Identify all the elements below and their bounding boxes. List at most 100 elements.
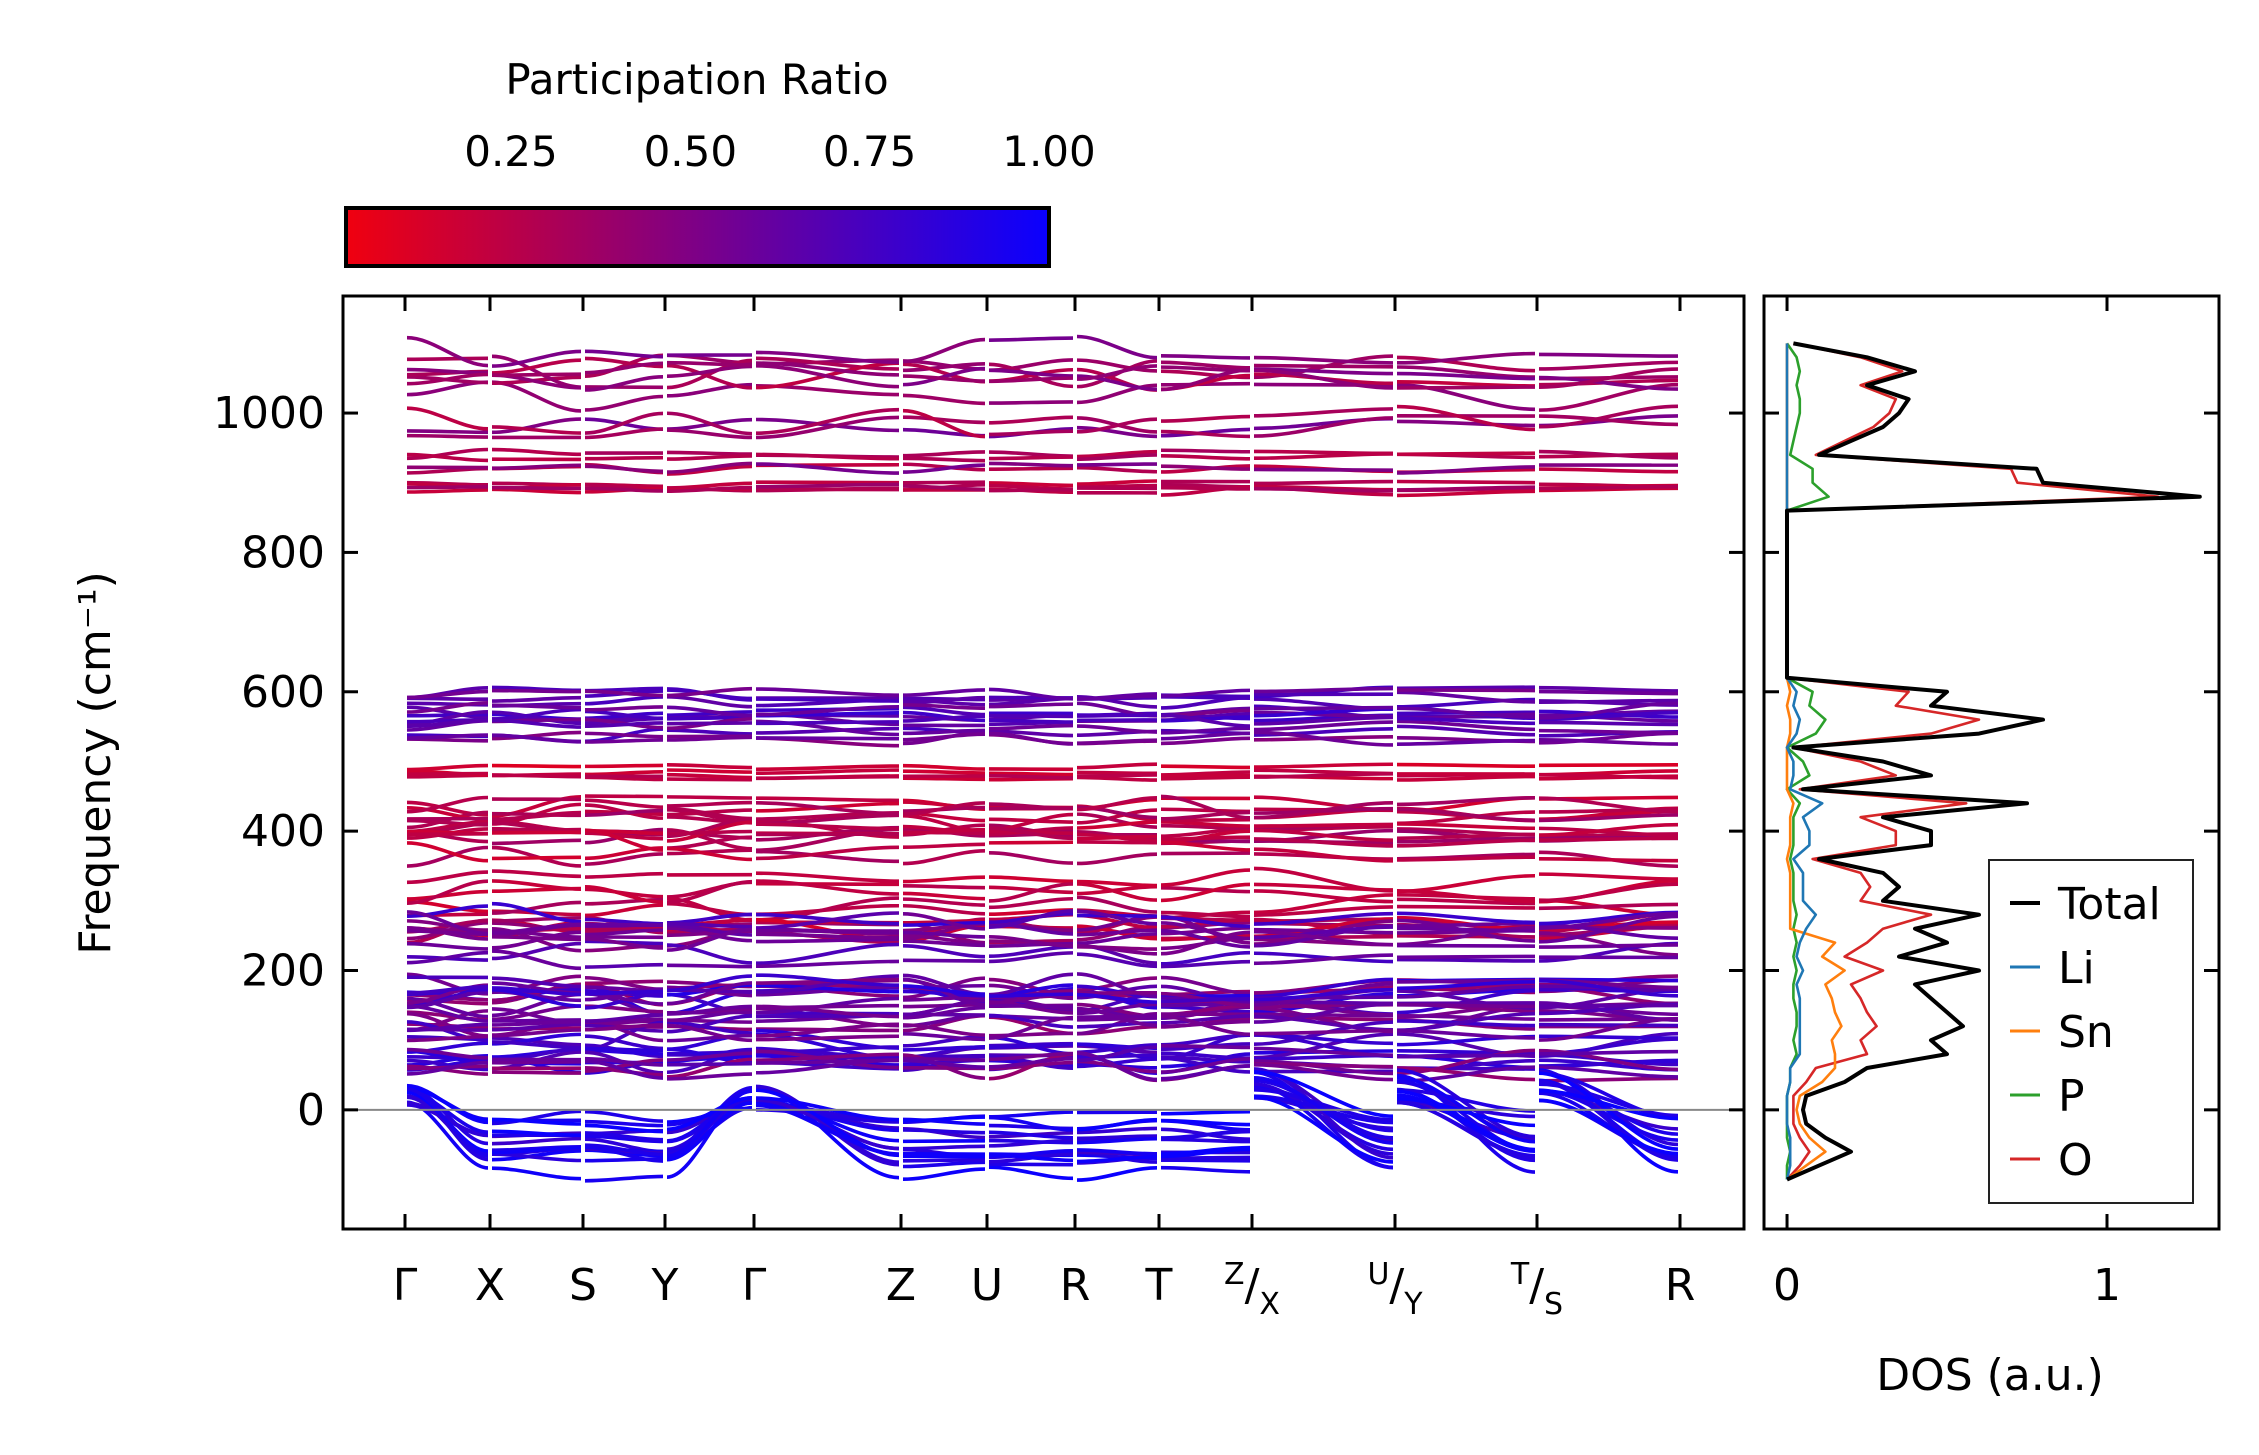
phonon-band-segment <box>902 362 986 373</box>
phonon-band-segment <box>755 480 900 485</box>
phonon-band-segment <box>1160 915 1251 929</box>
phonon-band-segment <box>406 689 489 700</box>
phonon-band-segment <box>666 777 753 782</box>
phonon-band-segment <box>406 1064 489 1076</box>
phonon-band-segment <box>584 1023 664 1032</box>
phonon-band-segment <box>491 1028 582 1038</box>
phonon-band-segment <box>755 942 900 966</box>
phonon-band-segment <box>1396 719 1536 732</box>
phonon-band-segment <box>491 1166 582 1181</box>
phonon-band-segment <box>1396 1003 1536 1009</box>
phonon-band-segment <box>755 845 900 861</box>
phonon-band-segment <box>491 949 582 971</box>
phonon-band-segment <box>1253 837 1394 848</box>
phonon-band-segment <box>988 729 1074 738</box>
phonon-band-segment <box>1253 911 1394 926</box>
phonon-band-segment <box>902 776 986 782</box>
phonon-band-segment <box>1538 1016 1679 1042</box>
phonon-band-segment <box>902 769 986 775</box>
phonon-band-segment <box>1253 407 1394 418</box>
phonon-band-segment <box>491 811 582 822</box>
phonon-band-segment <box>666 974 753 993</box>
dos-line-o <box>1785 342 2160 1181</box>
phonon-band-segment <box>902 415 986 425</box>
phonon-band-segment <box>755 796 900 803</box>
phonon-band-segment <box>1253 452 1394 461</box>
phonon-band-segment <box>1076 453 1158 462</box>
colorbar-tick-label: 0.25 <box>464 127 558 176</box>
phonon-band-segment <box>902 939 986 948</box>
phonon-band-segment <box>666 464 753 476</box>
phonon-band-segment <box>1076 808 1158 825</box>
phonon-band-segment <box>1160 688 1251 698</box>
phonon-band-segment <box>1396 485 1536 492</box>
phonon-band-segment <box>584 846 664 861</box>
phonon-band-segment <box>988 723 1074 731</box>
phonon-band-segment <box>666 411 753 436</box>
phonon-band-segment <box>755 932 900 940</box>
phonon-band-segment <box>406 718 489 729</box>
phonon-band-segment <box>666 363 753 390</box>
phonon-band-segment <box>406 984 489 995</box>
x-tick-label: U/Y <box>1367 1257 1423 1322</box>
phonon-band-segment <box>1253 1059 1394 1076</box>
y-tick-label: 600 <box>241 667 325 718</box>
phonon-band-segment <box>988 896 1074 910</box>
phonon-band-segment <box>1253 382 1394 388</box>
phonon-band-segment <box>491 916 582 923</box>
phonon-band-segment <box>988 1013 1074 1029</box>
phonon-band-segment <box>1160 1014 1251 1025</box>
phonon-band-segment <box>1160 1109 1251 1116</box>
phonon-band-segment <box>1076 1136 1158 1145</box>
phonon-band-segment <box>406 831 489 837</box>
phonon-band-segment <box>902 703 986 710</box>
phonon-band-segment <box>902 1128 986 1135</box>
phonon-band-segment <box>1396 855 1536 862</box>
phonon-band-segment <box>755 1004 900 1019</box>
phonon-band-segment <box>1396 385 1536 390</box>
phonon-band-segment <box>902 728 986 736</box>
phonon-band-segment <box>491 1136 582 1146</box>
phonon-band-segment <box>584 1143 664 1157</box>
phonon-band-segment <box>755 881 900 887</box>
phonon-band-segment <box>1253 355 1394 365</box>
phonon-band-segment <box>584 738 664 744</box>
phonon-band-segment <box>584 427 664 440</box>
phonon-band-segment <box>988 718 1074 724</box>
phonon-band-segment <box>1538 698 1679 704</box>
phonon-band-segment <box>1160 381 1251 387</box>
phonon-band-segment <box>902 1058 986 1069</box>
dos-line-li <box>1785 343 1824 1180</box>
dos-line-total <box>1785 341 2202 1182</box>
phonon-band-segment <box>666 364 753 378</box>
phonon-band-segment <box>1396 1100 1536 1160</box>
phonon-band-segment <box>491 830 582 835</box>
phonon-band-segment <box>406 429 489 435</box>
phonon-band-segment <box>491 986 582 997</box>
phonon-band-segment <box>902 891 986 901</box>
phonon-band-segment <box>755 720 900 726</box>
phonon-band-segment <box>902 977 986 1007</box>
phonon-band-segment <box>755 984 900 997</box>
phonon-band-segment <box>1396 716 1536 726</box>
phonon-band-segment <box>666 762 753 770</box>
phonon-band-segment <box>406 845 489 868</box>
phonon-band-segment <box>1160 959 1251 969</box>
phonon-band-segment <box>406 879 489 905</box>
phonon-band-segment <box>1160 354 1251 360</box>
phonon-band-segment <box>584 1056 664 1067</box>
phonon-band-segment <box>988 882 1074 903</box>
phonon-band-segment <box>1396 904 1536 910</box>
phonon-band-segment <box>491 901 582 924</box>
phonon-band-segment <box>902 1053 986 1080</box>
phonon-band-segment <box>902 450 986 458</box>
phonon-band-segment <box>902 408 986 439</box>
phonon-band-segment <box>584 464 664 474</box>
phonon-band-segment <box>988 851 1074 865</box>
phonon-band-segment <box>755 871 900 883</box>
phonon-band-segment <box>988 1153 1074 1163</box>
phonon-band-segment <box>1253 762 1394 769</box>
phonon-band-segment <box>1538 796 1679 814</box>
phonon-band-segment <box>1253 828 1394 842</box>
phonon-band-segment <box>491 372 582 377</box>
